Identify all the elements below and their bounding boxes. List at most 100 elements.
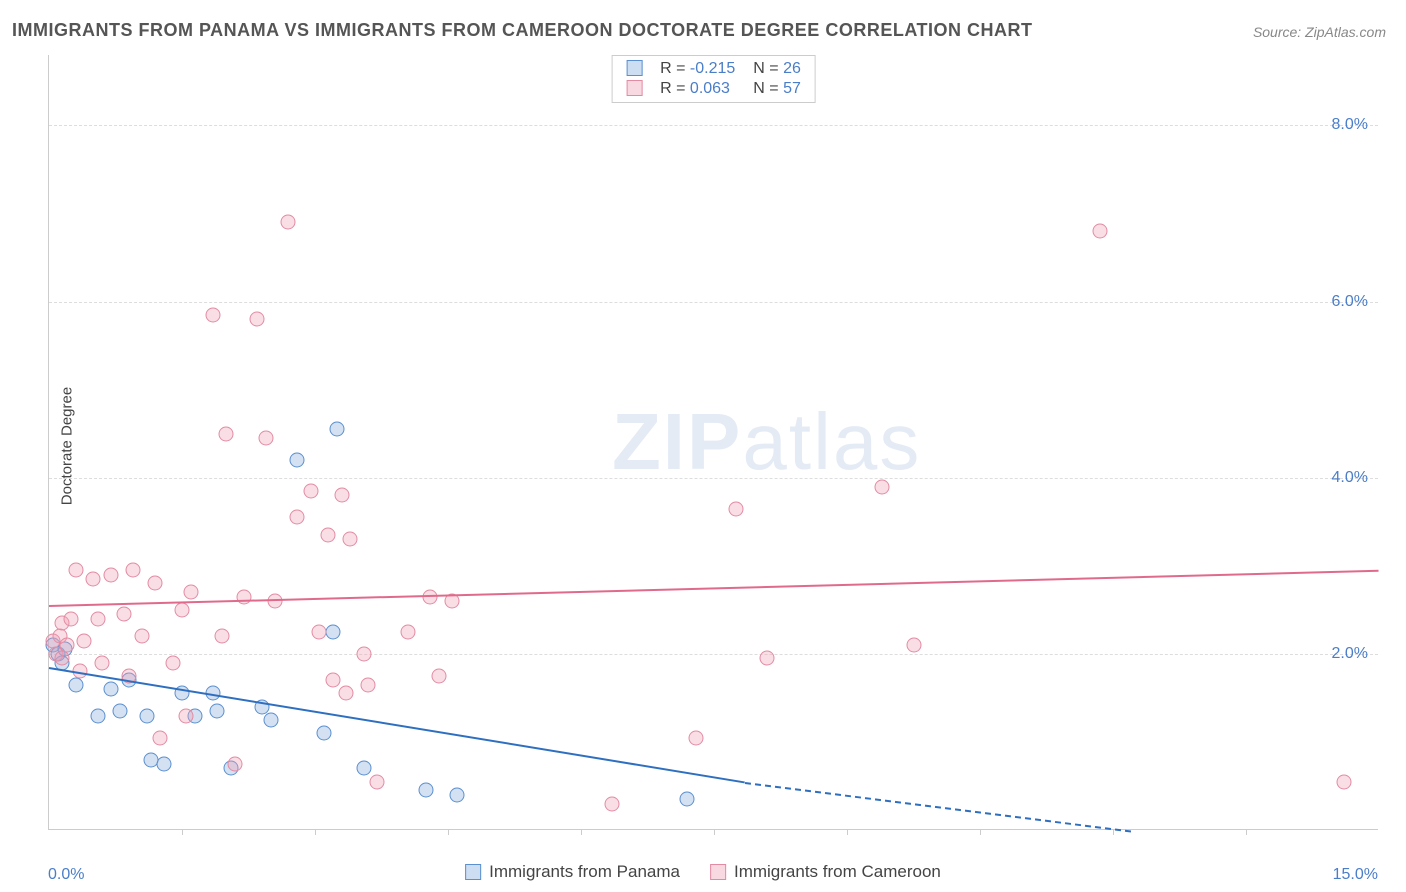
watermark-bold: ZIP xyxy=(612,397,742,486)
square-icon xyxy=(710,864,726,880)
scatter-point-cameroon xyxy=(281,215,296,230)
chart-container: IMMIGRANTS FROM PANAMA VS IMMIGRANTS FRO… xyxy=(0,0,1406,892)
scatter-point-cameroon xyxy=(361,677,376,692)
scatter-point-cameroon xyxy=(325,673,340,688)
y-tick-label: 2.0% xyxy=(1332,645,1368,663)
legend-label-panama: Immigrants from Panama xyxy=(489,862,680,882)
watermark: ZIPatlas xyxy=(612,396,921,488)
scatter-point-panama xyxy=(325,624,340,639)
scatter-point-cameroon xyxy=(259,431,274,446)
scatter-point-cameroon xyxy=(117,607,132,622)
n-stat-panama: N = 26 xyxy=(753,60,801,78)
scatter-point-cameroon xyxy=(906,638,921,653)
y-tick-label: 8.0% xyxy=(1332,116,1368,134)
scatter-point-cameroon xyxy=(179,708,194,723)
y-tick-label: 4.0% xyxy=(1332,469,1368,487)
legend-item-panama: Immigrants from Panama xyxy=(465,862,680,882)
x-minor-tick xyxy=(1246,829,1247,835)
scatter-point-cameroon xyxy=(401,624,416,639)
scatter-point-cameroon xyxy=(148,576,163,591)
square-icon xyxy=(465,864,481,880)
legend-swatch-cameroon xyxy=(626,80,642,98)
scatter-point-cameroon xyxy=(95,655,110,670)
scatter-point-cameroon xyxy=(68,563,83,578)
scatter-point-cameroon xyxy=(55,651,70,666)
scatter-point-cameroon xyxy=(290,510,305,525)
scatter-point-cameroon xyxy=(432,668,447,683)
x-axis-min-label: 0.0% xyxy=(48,866,84,884)
scatter-point-cameroon xyxy=(343,532,358,547)
scatter-point-cameroon xyxy=(86,572,101,587)
scatter-point-cameroon xyxy=(875,479,890,494)
plot-area: ZIPatlas R = -0.215 N = 26 R = 0.063 N =… xyxy=(48,55,1378,830)
y-tick-label: 6.0% xyxy=(1332,293,1368,311)
scatter-point-cameroon xyxy=(77,633,92,648)
scatter-point-cameroon xyxy=(334,488,349,503)
x-minor-tick xyxy=(448,829,449,835)
stats-legend-box: R = -0.215 N = 26 R = 0.063 N = 57 xyxy=(611,55,816,103)
scatter-point-cameroon xyxy=(689,730,704,745)
x-minor-tick xyxy=(315,829,316,835)
gridline xyxy=(49,478,1378,479)
scatter-point-cameroon xyxy=(166,655,181,670)
scatter-point-cameroon xyxy=(228,756,243,771)
x-minor-tick xyxy=(182,829,183,835)
scatter-point-cameroon xyxy=(90,611,105,626)
scatter-point-panama xyxy=(157,756,172,771)
r-stat-cameroon: R = 0.063 xyxy=(660,80,735,98)
scatter-point-cameroon xyxy=(370,774,385,789)
scatter-point-cameroon xyxy=(175,602,190,617)
scatter-point-cameroon xyxy=(135,629,150,644)
x-minor-tick xyxy=(581,829,582,835)
scatter-point-panama xyxy=(210,704,225,719)
scatter-point-panama xyxy=(330,422,345,437)
scatter-point-cameroon xyxy=(183,585,198,600)
scatter-point-panama xyxy=(418,783,433,798)
scatter-point-panama xyxy=(112,704,127,719)
chart-title: IMMIGRANTS FROM PANAMA VS IMMIGRANTS FRO… xyxy=(12,20,1032,41)
scatter-point-cameroon xyxy=(214,629,229,644)
scatter-point-panama xyxy=(290,453,305,468)
scatter-point-panama xyxy=(104,682,119,697)
r-stat-panama: R = -0.215 xyxy=(660,60,735,78)
scatter-point-cameroon xyxy=(760,651,775,666)
scatter-point-cameroon xyxy=(104,567,119,582)
x-minor-tick xyxy=(714,829,715,835)
scatter-point-cameroon xyxy=(321,527,336,542)
scatter-point-panama xyxy=(68,677,83,692)
scatter-point-cameroon xyxy=(250,312,265,327)
regression-line xyxy=(745,782,1131,832)
x-axis-max-label: 15.0% xyxy=(1333,866,1378,884)
scatter-point-cameroon xyxy=(206,307,221,322)
gridline xyxy=(49,125,1378,126)
n-stat-cameroon: N = 57 xyxy=(753,80,801,98)
scatter-point-cameroon xyxy=(303,483,318,498)
scatter-point-cameroon xyxy=(219,426,234,441)
scatter-point-cameroon xyxy=(339,686,354,701)
scatter-point-cameroon xyxy=(59,638,74,653)
scatter-point-panama xyxy=(139,708,154,723)
scatter-point-cameroon xyxy=(356,646,371,661)
legend-swatch-panama xyxy=(626,60,642,78)
gridline xyxy=(49,302,1378,303)
scatter-point-cameroon xyxy=(312,624,327,639)
watermark-light: atlas xyxy=(742,397,921,486)
gridline xyxy=(49,654,1378,655)
scatter-point-panama xyxy=(316,726,331,741)
scatter-point-panama xyxy=(680,792,695,807)
scatter-point-panama xyxy=(263,712,278,727)
scatter-point-cameroon xyxy=(126,563,141,578)
scatter-point-cameroon xyxy=(152,730,167,745)
scatter-point-cameroon xyxy=(1336,774,1351,789)
x-minor-tick xyxy=(847,829,848,835)
scatter-point-cameroon xyxy=(1092,224,1107,239)
legend-label-cameroon: Immigrants from Cameroon xyxy=(734,862,941,882)
scatter-point-cameroon xyxy=(64,611,79,626)
legend-item-cameroon: Immigrants from Cameroon xyxy=(710,862,941,882)
scatter-point-panama xyxy=(449,787,464,802)
bottom-legend: Immigrants from Panama Immigrants from C… xyxy=(465,862,941,882)
scatter-point-panama xyxy=(90,708,105,723)
x-minor-tick xyxy=(980,829,981,835)
scatter-point-cameroon xyxy=(605,796,620,811)
source-attribution: Source: ZipAtlas.com xyxy=(1253,24,1386,40)
